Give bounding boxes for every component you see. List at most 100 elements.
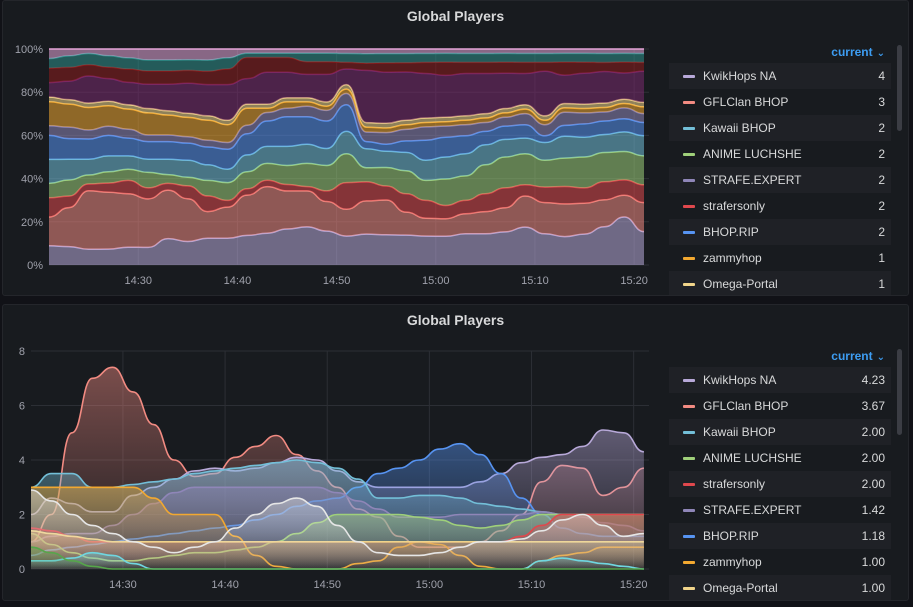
- y-tick-label: 0%: [27, 260, 43, 272]
- legend-item-strafersonly[interactable]: strafersonly 2: [669, 193, 891, 219]
- legend-swatch: [683, 535, 695, 538]
- legend-current-value: 4.23: [861, 373, 885, 387]
- legend-item-strafe-expert[interactable]: STRAFE.EXPERT 1.42: [669, 497, 891, 523]
- x-tick-label: 15:10: [518, 579, 546, 591]
- panel-title[interactable]: Global Players: [406, 312, 505, 328]
- legend-current-value: 1: [878, 277, 885, 291]
- legend-swatch: [683, 509, 695, 512]
- legend-item-zammyhop[interactable]: zammyhop 1.00: [669, 549, 891, 575]
- chevron-down-icon: ⌄: [876, 352, 885, 363]
- legend-swatch: [683, 153, 695, 156]
- legend-series-name: strafersonly: [703, 199, 766, 213]
- legend-series-name: strafersonly: [703, 477, 766, 491]
- legend-item-anime-luchshe[interactable]: ANIME LUCHSHE 2.00: [669, 445, 891, 471]
- legend-rows: KwikHops NA 4.23 GFLClan BHOP 3.67 Kawaii BH…: [669, 367, 891, 600]
- legend-item-kawaii-bhop[interactable]: Kawaii BHOP 2.00: [669, 419, 891, 445]
- x-tick-label: 15:00: [416, 579, 444, 591]
- legend-rows: KwikHops NA 4 GFLClan BHOP 3 Kawaii BHOP 2 ANI…: [669, 63, 891, 295]
- legend-series-name: BHOP.RIP: [703, 225, 759, 239]
- legend-swatch: [683, 431, 695, 434]
- legend-series-name: GFLClan BHOP: [703, 95, 789, 109]
- legend-swatch: [683, 127, 695, 130]
- x-tick-label: 14:50: [313, 579, 341, 591]
- legend-current-value: 2: [878, 199, 885, 213]
- legend-current-value: 2.00: [861, 451, 885, 465]
- chevron-down-icon: ⌄: [876, 48, 885, 59]
- y-tick-label: 0: [19, 564, 25, 576]
- x-tick-label: 14:30: [109, 579, 137, 591]
- legend-item-kwikhops-na[interactable]: KwikHops NA 4: [669, 63, 891, 89]
- line-other-white[interactable]: [30, 489, 644, 557]
- legend-current-value: 2: [878, 173, 885, 187]
- x-tick-label: 15:20: [620, 275, 648, 287]
- area-gflclan-bhop[interactable]: [49, 186, 644, 250]
- legend-item-strafe-expert[interactable]: STRAFE.EXPERT 2: [669, 167, 891, 193]
- legend-item-zammyhop[interactable]: zammyhop 1: [669, 245, 891, 271]
- area-strafersonly[interactable]: [49, 179, 644, 219]
- area-kwikhops-na[interactable]: [49, 217, 644, 265]
- legend-item-bhop-rip[interactable]: BHOP.RIP 2: [669, 219, 891, 245]
- legend-sort-header[interactable]: current ⌄: [669, 41, 891, 63]
- legend-series-name: STRAFE.EXPERT: [703, 173, 802, 187]
- area-anime-luchshe[interactable]: [49, 151, 644, 206]
- legend-swatch: [683, 561, 695, 564]
- legend-swatch: [683, 75, 695, 78]
- y-tick-label: 60%: [21, 130, 43, 142]
- legend-swatch: [683, 101, 695, 104]
- legend-series-name: Kawaii BHOP: [703, 425, 776, 439]
- legend-current-value: 3: [878, 95, 885, 109]
- area-kawaii-bhop[interactable]: [49, 131, 644, 184]
- line-other-green[interactable]: [30, 546, 644, 570]
- legend-item-omega-portal[interactable]: Omega-Portal 1.00: [669, 575, 891, 600]
- y-tick-label: 20%: [21, 217, 43, 229]
- area-bhop-rip[interactable]: [49, 104, 644, 170]
- area-strafe-expert[interactable]: [49, 93, 644, 150]
- legend-swatch: [683, 179, 695, 182]
- legend-current-value: 1.18: [861, 529, 885, 543]
- legend-item-anime-luchshe[interactable]: ANIME LUCHSHE 2: [669, 141, 891, 167]
- area-omega-portal[interactable]: [49, 84, 644, 128]
- x-tick-label: 14:40: [211, 579, 239, 591]
- legend-scrollbar[interactable]: [897, 349, 902, 435]
- legend-current-value: 1.42: [861, 503, 885, 517]
- area-zammyhop[interactable]: [49, 89, 644, 143]
- legend-scrollbar[interactable]: [897, 45, 902, 131]
- panel-global-players-count: Global Players 0 2 4 6 8 14:30 14:40 14:50 15:00…: [2, 304, 909, 601]
- stacked-percent-chart[interactable]: 0% 20% 40% 60% 80% 100% 14:30 14:40 14:50 15:00 15…: [3, 1, 663, 296]
- legend-sort-header[interactable]: current ⌄: [669, 345, 891, 367]
- legend-sort-label: current: [831, 349, 873, 363]
- legend-series-name: zammyhop: [703, 251, 762, 265]
- x-tick-label: 14:40: [224, 275, 252, 287]
- area-other-dark-red[interactable]: [49, 57, 644, 85]
- legend-item-strafersonly[interactable]: strafersonly 2.00: [669, 471, 891, 497]
- legend-swatch: [683, 231, 695, 234]
- legend-swatch: [683, 205, 695, 208]
- x-tick-label: 15:00: [422, 275, 450, 287]
- legend-swatch: [683, 483, 695, 486]
- panel-title[interactable]: Global Players: [406, 8, 505, 24]
- line-chart[interactable]: 0 2 4 6 8 14:30 14:40 14:50 15:00 15:10 15:20: [3, 305, 663, 601]
- legend-swatch: [683, 379, 695, 382]
- legend-current-value: 1.00: [861, 581, 885, 595]
- area-other-pink[interactable]: [49, 49, 644, 61]
- legend-item-gflclan-bhop[interactable]: GFLClan BHOP 3.67: [669, 393, 891, 419]
- legend-swatch: [683, 587, 695, 590]
- y-tick-label: 100%: [15, 44, 43, 56]
- y-tick-label: 8: [19, 346, 25, 358]
- legend-current-value: 2.00: [861, 477, 885, 491]
- area-other-plum[interactable]: [49, 69, 644, 124]
- legend-item-gflclan-bhop[interactable]: GFLClan BHOP 3: [669, 89, 891, 115]
- x-tick-label: 15:20: [620, 579, 648, 591]
- legend-current-value: 1.00: [861, 555, 885, 569]
- legend-current-value: 1: [878, 251, 885, 265]
- legend-item-kawaii-bhop[interactable]: Kawaii BHOP 2: [669, 115, 891, 141]
- x-tick-label: 14:50: [323, 275, 351, 287]
- y-tick-label: 2: [19, 510, 25, 522]
- legend-item-kwikhops-na[interactable]: KwikHops NA 4.23: [669, 367, 891, 393]
- legend-sort-label: current: [831, 45, 873, 59]
- legend-item-omega-portal[interactable]: Omega-Portal 1: [669, 271, 891, 295]
- area-other-teal[interactable]: [49, 53, 644, 72]
- panel-global-players-percent: Global Players 0% 20% 40% 60% 80% 100% 14:30 14…: [2, 0, 909, 296]
- legend-item-bhop-rip[interactable]: BHOP.RIP 1.18: [669, 523, 891, 549]
- legend-series-name: ANIME LUCHSHE: [703, 147, 802, 161]
